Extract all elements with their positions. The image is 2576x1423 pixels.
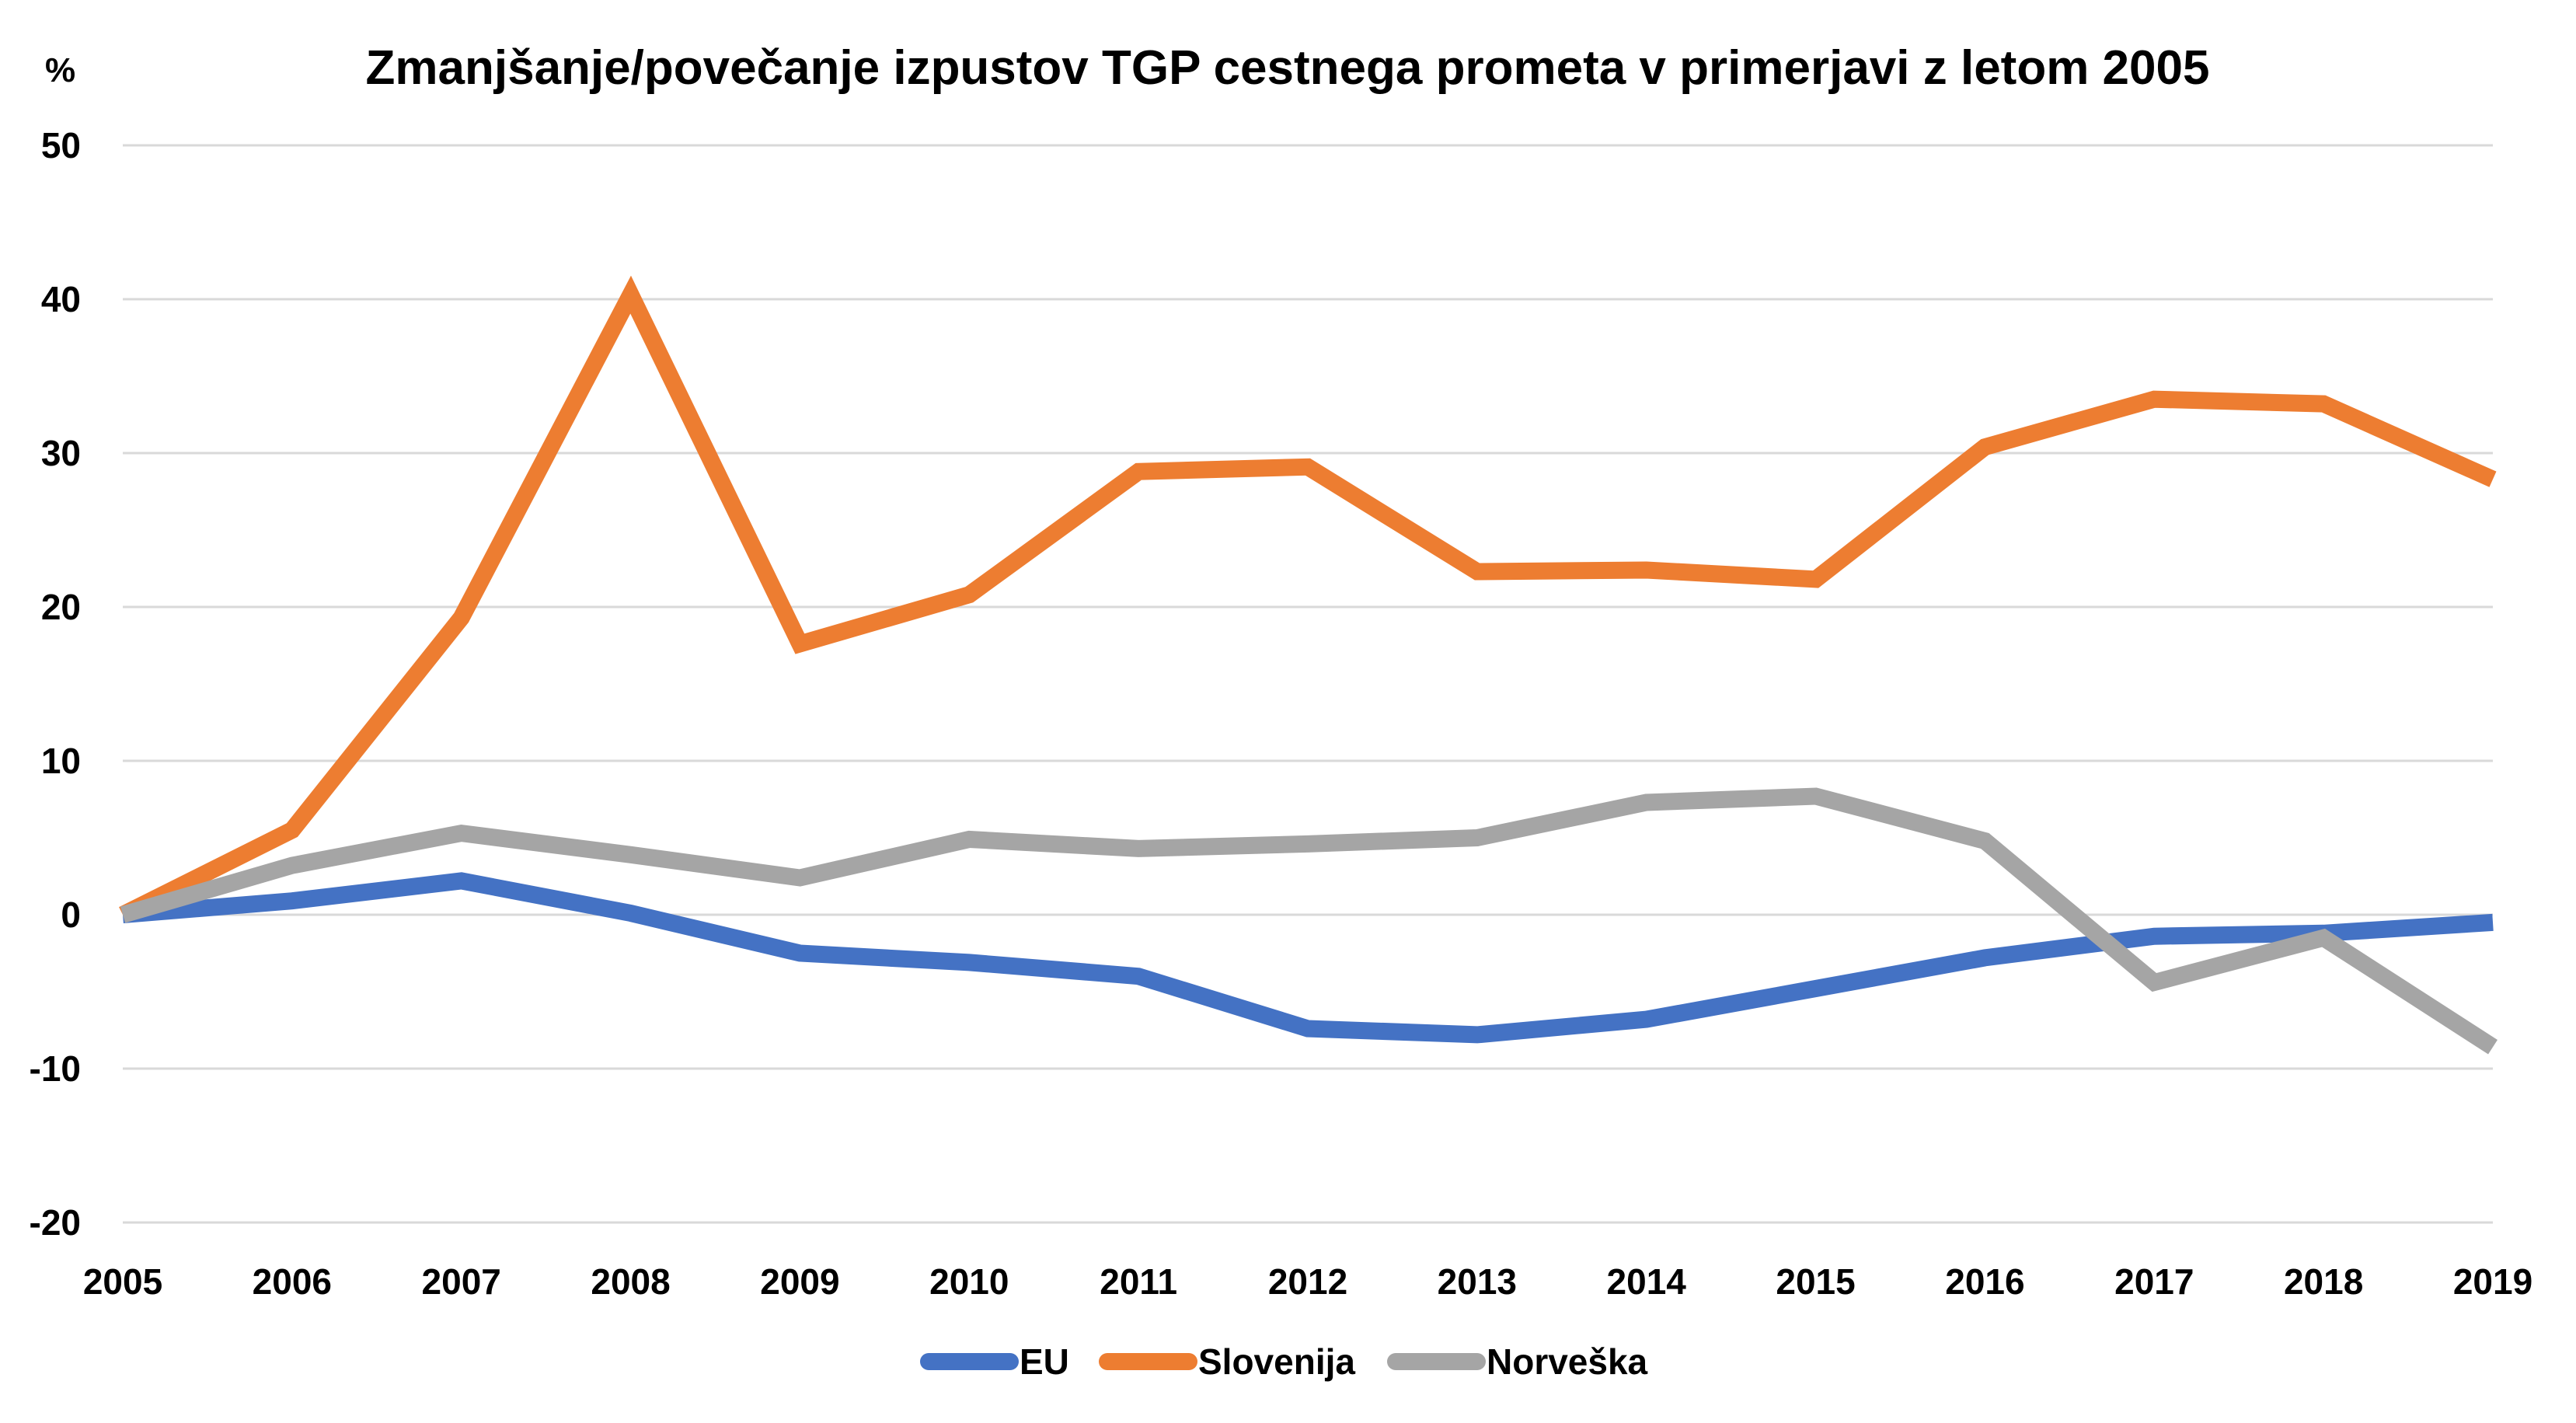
data-point-norveska — [291, 865, 292, 866]
data-point-slovenija — [1138, 471, 1139, 472]
data-point-eu — [2493, 922, 2494, 923]
data-point-eu — [1308, 1028, 1309, 1029]
x-tick-label: 2006 — [253, 1261, 332, 1302]
data-point-norveska — [630, 854, 631, 855]
data-point-slovenija — [2493, 479, 2494, 480]
data-point-norveska — [2323, 937, 2324, 938]
y-tick-label: 0 — [61, 895, 81, 935]
x-tick-label: 2017 — [2114, 1261, 2194, 1302]
data-point-eu — [1476, 1034, 1477, 1035]
x-tick-label: 2012 — [1268, 1261, 1347, 1302]
data-point-norveska — [1646, 802, 1647, 803]
data-point-slovenija — [461, 617, 462, 618]
data-point-norveska — [2493, 1047, 2494, 1048]
x-tick-label: 2015 — [1776, 1261, 1855, 1302]
y-tick-label: -10 — [30, 1048, 81, 1089]
legend-label-eu: EU — [1020, 1341, 1069, 1382]
y-tick-label: -20 — [30, 1202, 81, 1243]
series-line-norveska — [120, 787, 2498, 1055]
data-point-norveska — [2154, 982, 2155, 983]
y-tick-label: 20 — [41, 587, 81, 627]
data-point-eu — [1138, 976, 1139, 977]
x-tick-label: 2010 — [929, 1261, 1009, 1302]
x-tick-label: 2018 — [2284, 1261, 2363, 1302]
y-tick-label: 10 — [41, 741, 81, 781]
legend-label-norveska: Norveška — [1487, 1341, 1648, 1382]
gridlines — [123, 144, 2493, 1224]
x-tick-label: 2007 — [422, 1261, 501, 1302]
x-tick-label: 2008 — [591, 1261, 670, 1302]
data-point-slovenija — [1476, 571, 1477, 572]
x-tick-label: 2005 — [83, 1261, 162, 1302]
x-tick-label: 2019 — [2453, 1261, 2532, 1302]
data-point-norveska — [1308, 843, 1309, 844]
series-line-slovenija — [119, 275, 2497, 923]
y-axis-unit-label: % — [45, 51, 75, 89]
y-tick-label: 30 — [41, 433, 81, 473]
x-tick-label: 2013 — [1438, 1261, 1517, 1302]
data-point-slovenija — [2323, 403, 2324, 404]
series-lines — [119, 275, 2498, 1055]
x-tick-label: 2014 — [1607, 1261, 1687, 1302]
y-tick-label: 40 — [41, 279, 81, 319]
data-point-norveska — [1815, 796, 1816, 797]
legend: EU Slovenija Norveška — [920, 1341, 1648, 1382]
data-point-eu — [969, 962, 970, 963]
data-point-eu — [291, 901, 292, 902]
chart-title: Zmanjšanje/povečanje izpustov TGP cestne… — [366, 41, 2210, 95]
data-point-slovenija — [1308, 466, 1309, 467]
x-tick-label: 2009 — [760, 1261, 839, 1302]
data-point-slovenija — [1815, 579, 1816, 580]
x-axis-ticks: 2005 2006 2007 2008 2009 2010 2011 2012 2013 2014… — [83, 1261, 2532, 1302]
data-point-slovenija — [291, 830, 292, 831]
data-point-norveska — [461, 833, 462, 834]
x-tick-label: 2011 — [1100, 1261, 1177, 1302]
x-tick-label: 2016 — [1945, 1261, 2024, 1302]
y-axis-ticks: 50 40 30 20 10 0 -10 -20 — [30, 125, 81, 1243]
data-point-eu — [1646, 1019, 1647, 1020]
data-point-eu — [630, 913, 631, 914]
legend-label-slovenija: Slovenija — [1198, 1341, 1355, 1382]
y-tick-label: 50 — [41, 125, 81, 166]
data-point-norveska — [1138, 848, 1139, 849]
data-point-norveska — [1476, 838, 1477, 839]
data-point-norveska — [123, 915, 124, 916]
